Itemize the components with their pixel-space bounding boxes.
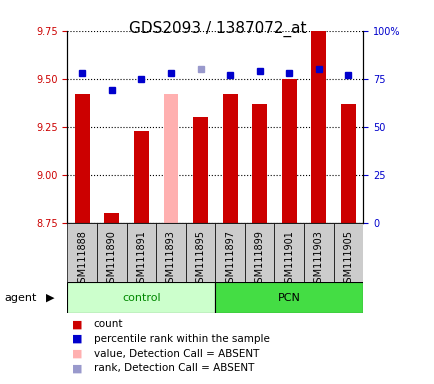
- Bar: [97, 223, 126, 282]
- Text: GSM111897: GSM111897: [225, 230, 234, 289]
- Text: ■: ■: [72, 319, 82, 329]
- Text: count: count: [93, 319, 123, 329]
- Text: GSM111903: GSM111903: [313, 230, 323, 289]
- Bar: [126, 223, 156, 282]
- Text: ■: ■: [72, 334, 82, 344]
- Text: rank, Detection Call = ABSENT: rank, Detection Call = ABSENT: [93, 363, 253, 373]
- Text: ■: ■: [72, 363, 82, 373]
- Bar: [193, 117, 207, 223]
- Bar: [215, 223, 244, 282]
- Bar: [274, 223, 303, 282]
- Bar: [185, 223, 215, 282]
- Bar: [340, 104, 355, 223]
- Text: GSM111899: GSM111899: [254, 230, 264, 289]
- Bar: [281, 79, 296, 223]
- Bar: [333, 223, 362, 282]
- Bar: [303, 223, 333, 282]
- Text: GSM111901: GSM111901: [284, 230, 293, 289]
- Bar: [222, 94, 237, 223]
- Text: GSM111890: GSM111890: [107, 230, 116, 289]
- Bar: [67, 282, 215, 313]
- Text: ▶: ▶: [46, 293, 54, 303]
- Text: ■: ■: [72, 349, 82, 359]
- Text: percentile rank within the sample: percentile rank within the sample: [93, 334, 269, 344]
- Bar: [104, 213, 119, 223]
- Text: GSM111891: GSM111891: [136, 230, 146, 289]
- Bar: [134, 131, 148, 223]
- Bar: [244, 223, 274, 282]
- Bar: [311, 31, 326, 223]
- Text: PCN: PCN: [277, 293, 300, 303]
- Bar: [252, 104, 266, 223]
- Bar: [75, 94, 89, 223]
- Bar: [67, 223, 97, 282]
- Text: GDS2093 / 1387072_at: GDS2093 / 1387072_at: [128, 21, 306, 37]
- Text: control: control: [122, 293, 160, 303]
- Text: GSM111893: GSM111893: [166, 230, 175, 289]
- Text: GSM111895: GSM111895: [195, 230, 205, 289]
- Text: GSM111905: GSM111905: [343, 230, 352, 289]
- Bar: [156, 223, 185, 282]
- Text: value, Detection Call = ABSENT: value, Detection Call = ABSENT: [93, 349, 258, 359]
- Text: GSM111888: GSM111888: [77, 230, 87, 289]
- Bar: [215, 282, 362, 313]
- Text: agent: agent: [4, 293, 36, 303]
- Bar: [163, 94, 178, 223]
